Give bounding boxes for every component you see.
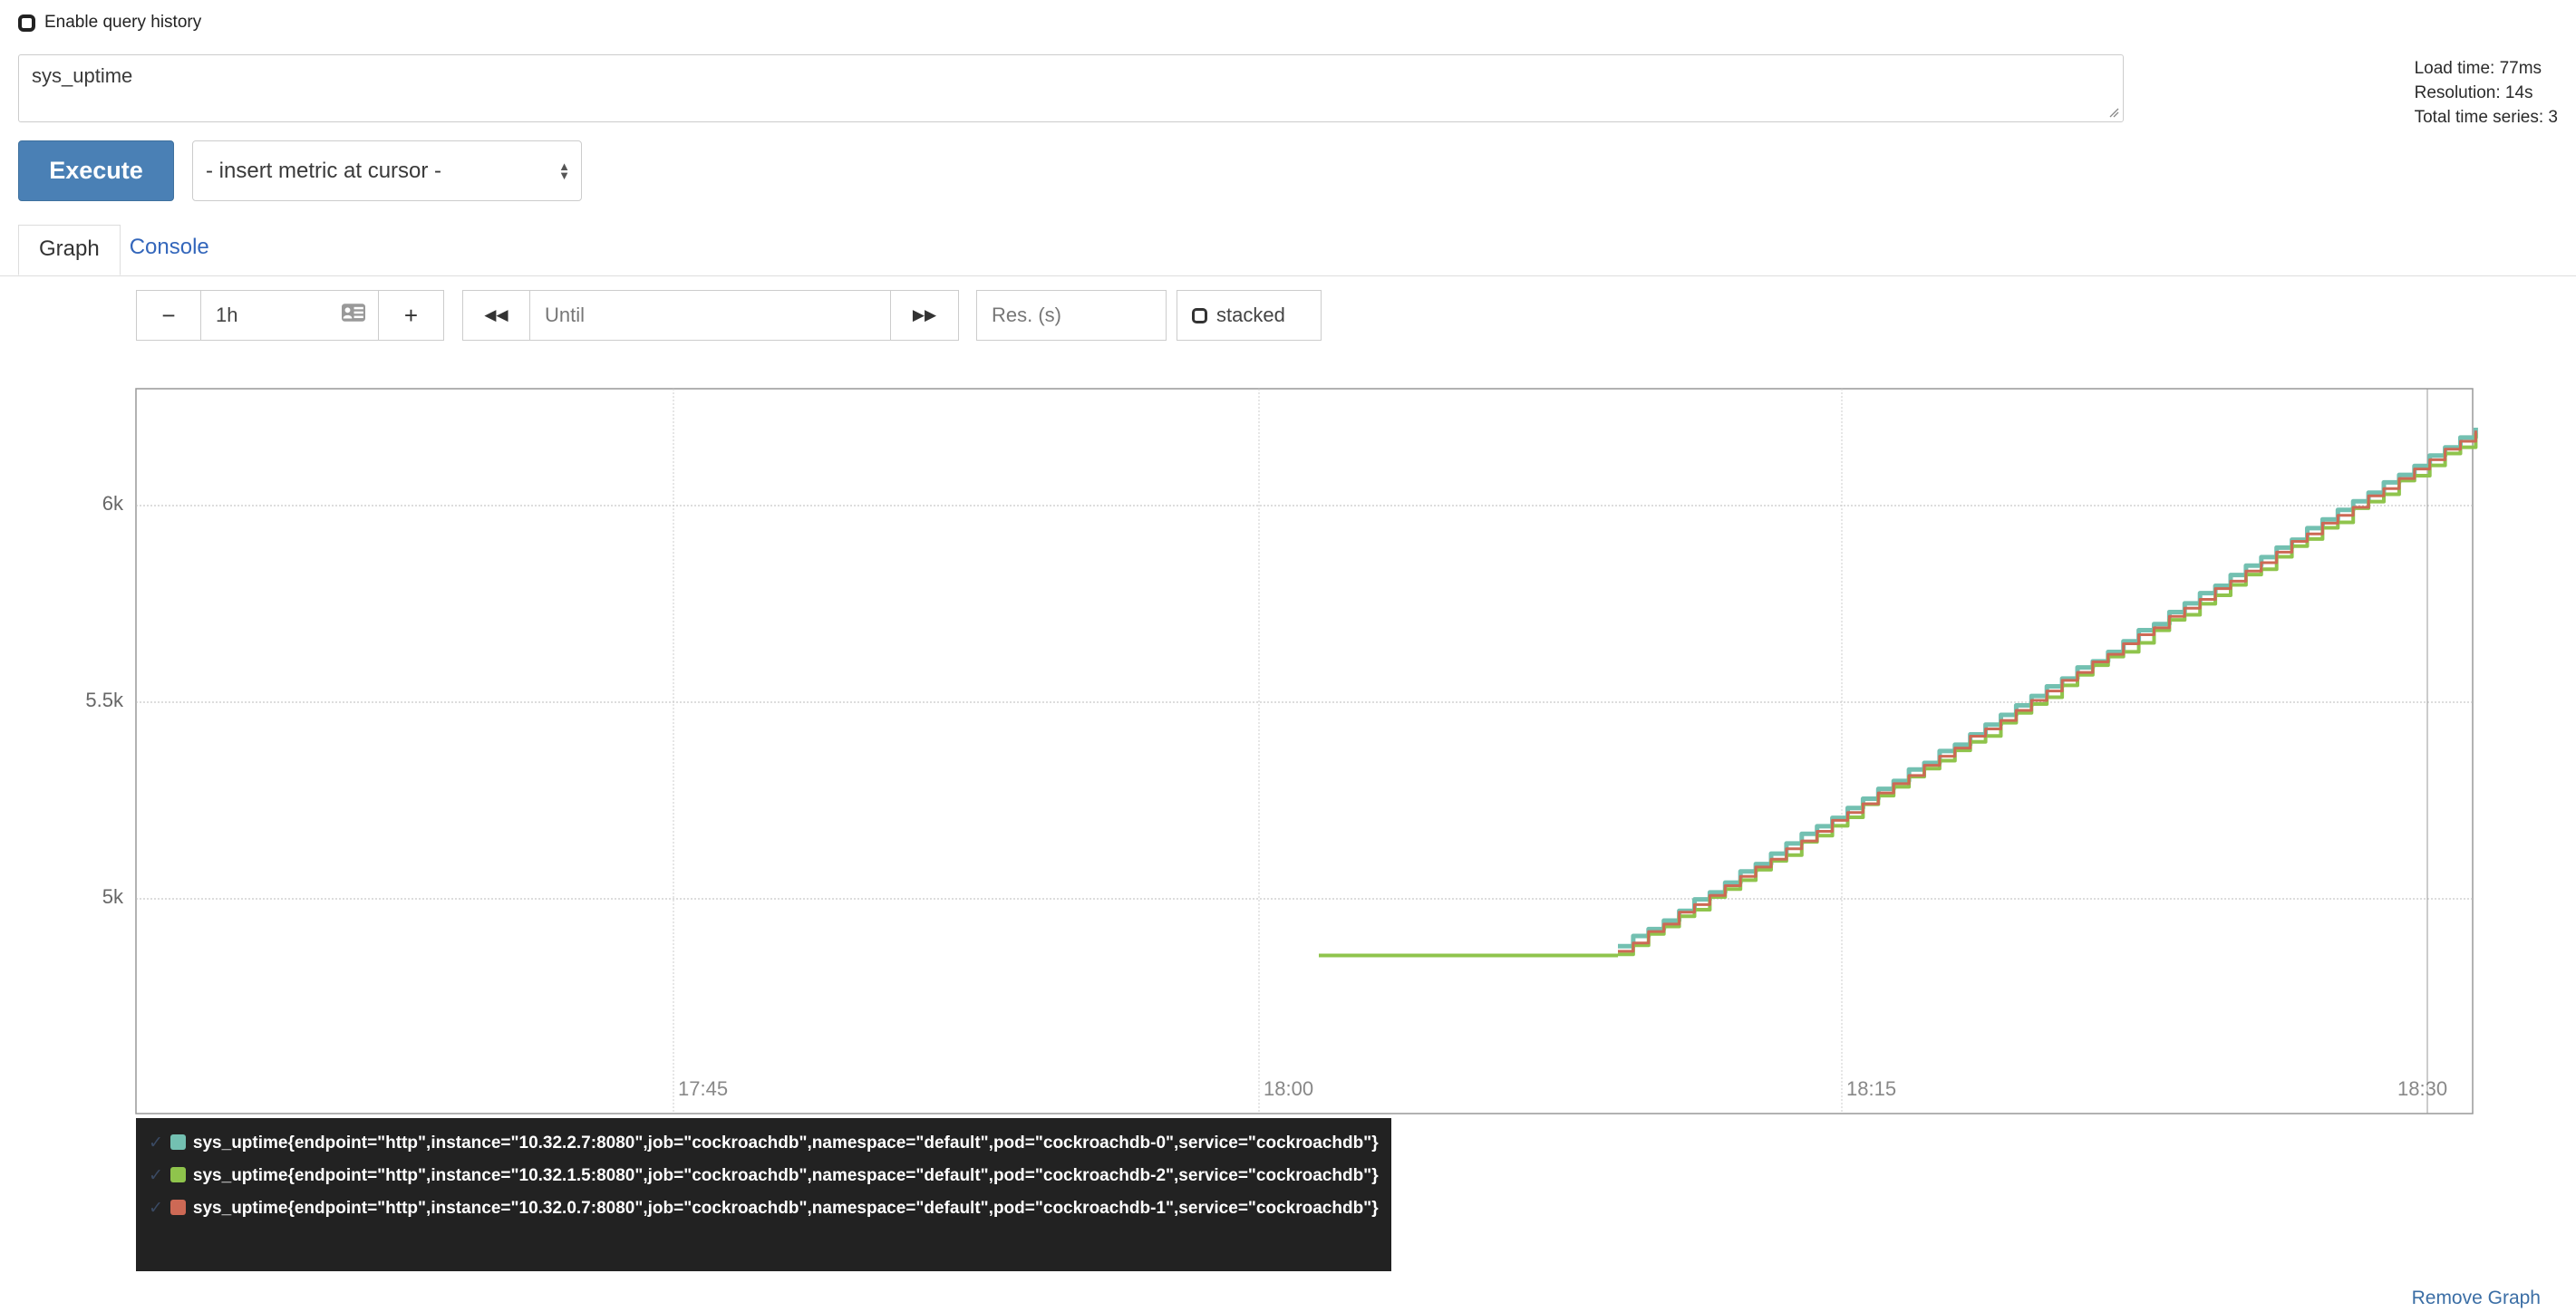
svg-text:5.5k: 5.5k xyxy=(85,689,124,711)
svg-text:5k: 5k xyxy=(102,885,124,908)
svg-text:18:00: 18:00 xyxy=(1264,1077,1313,1100)
svg-text:17:45: 17:45 xyxy=(678,1077,728,1100)
svg-text:6k: 6k xyxy=(102,492,124,515)
svg-text:18:30: 18:30 xyxy=(2397,1077,2447,1100)
svg-text:18:15: 18:15 xyxy=(1846,1077,1896,1100)
